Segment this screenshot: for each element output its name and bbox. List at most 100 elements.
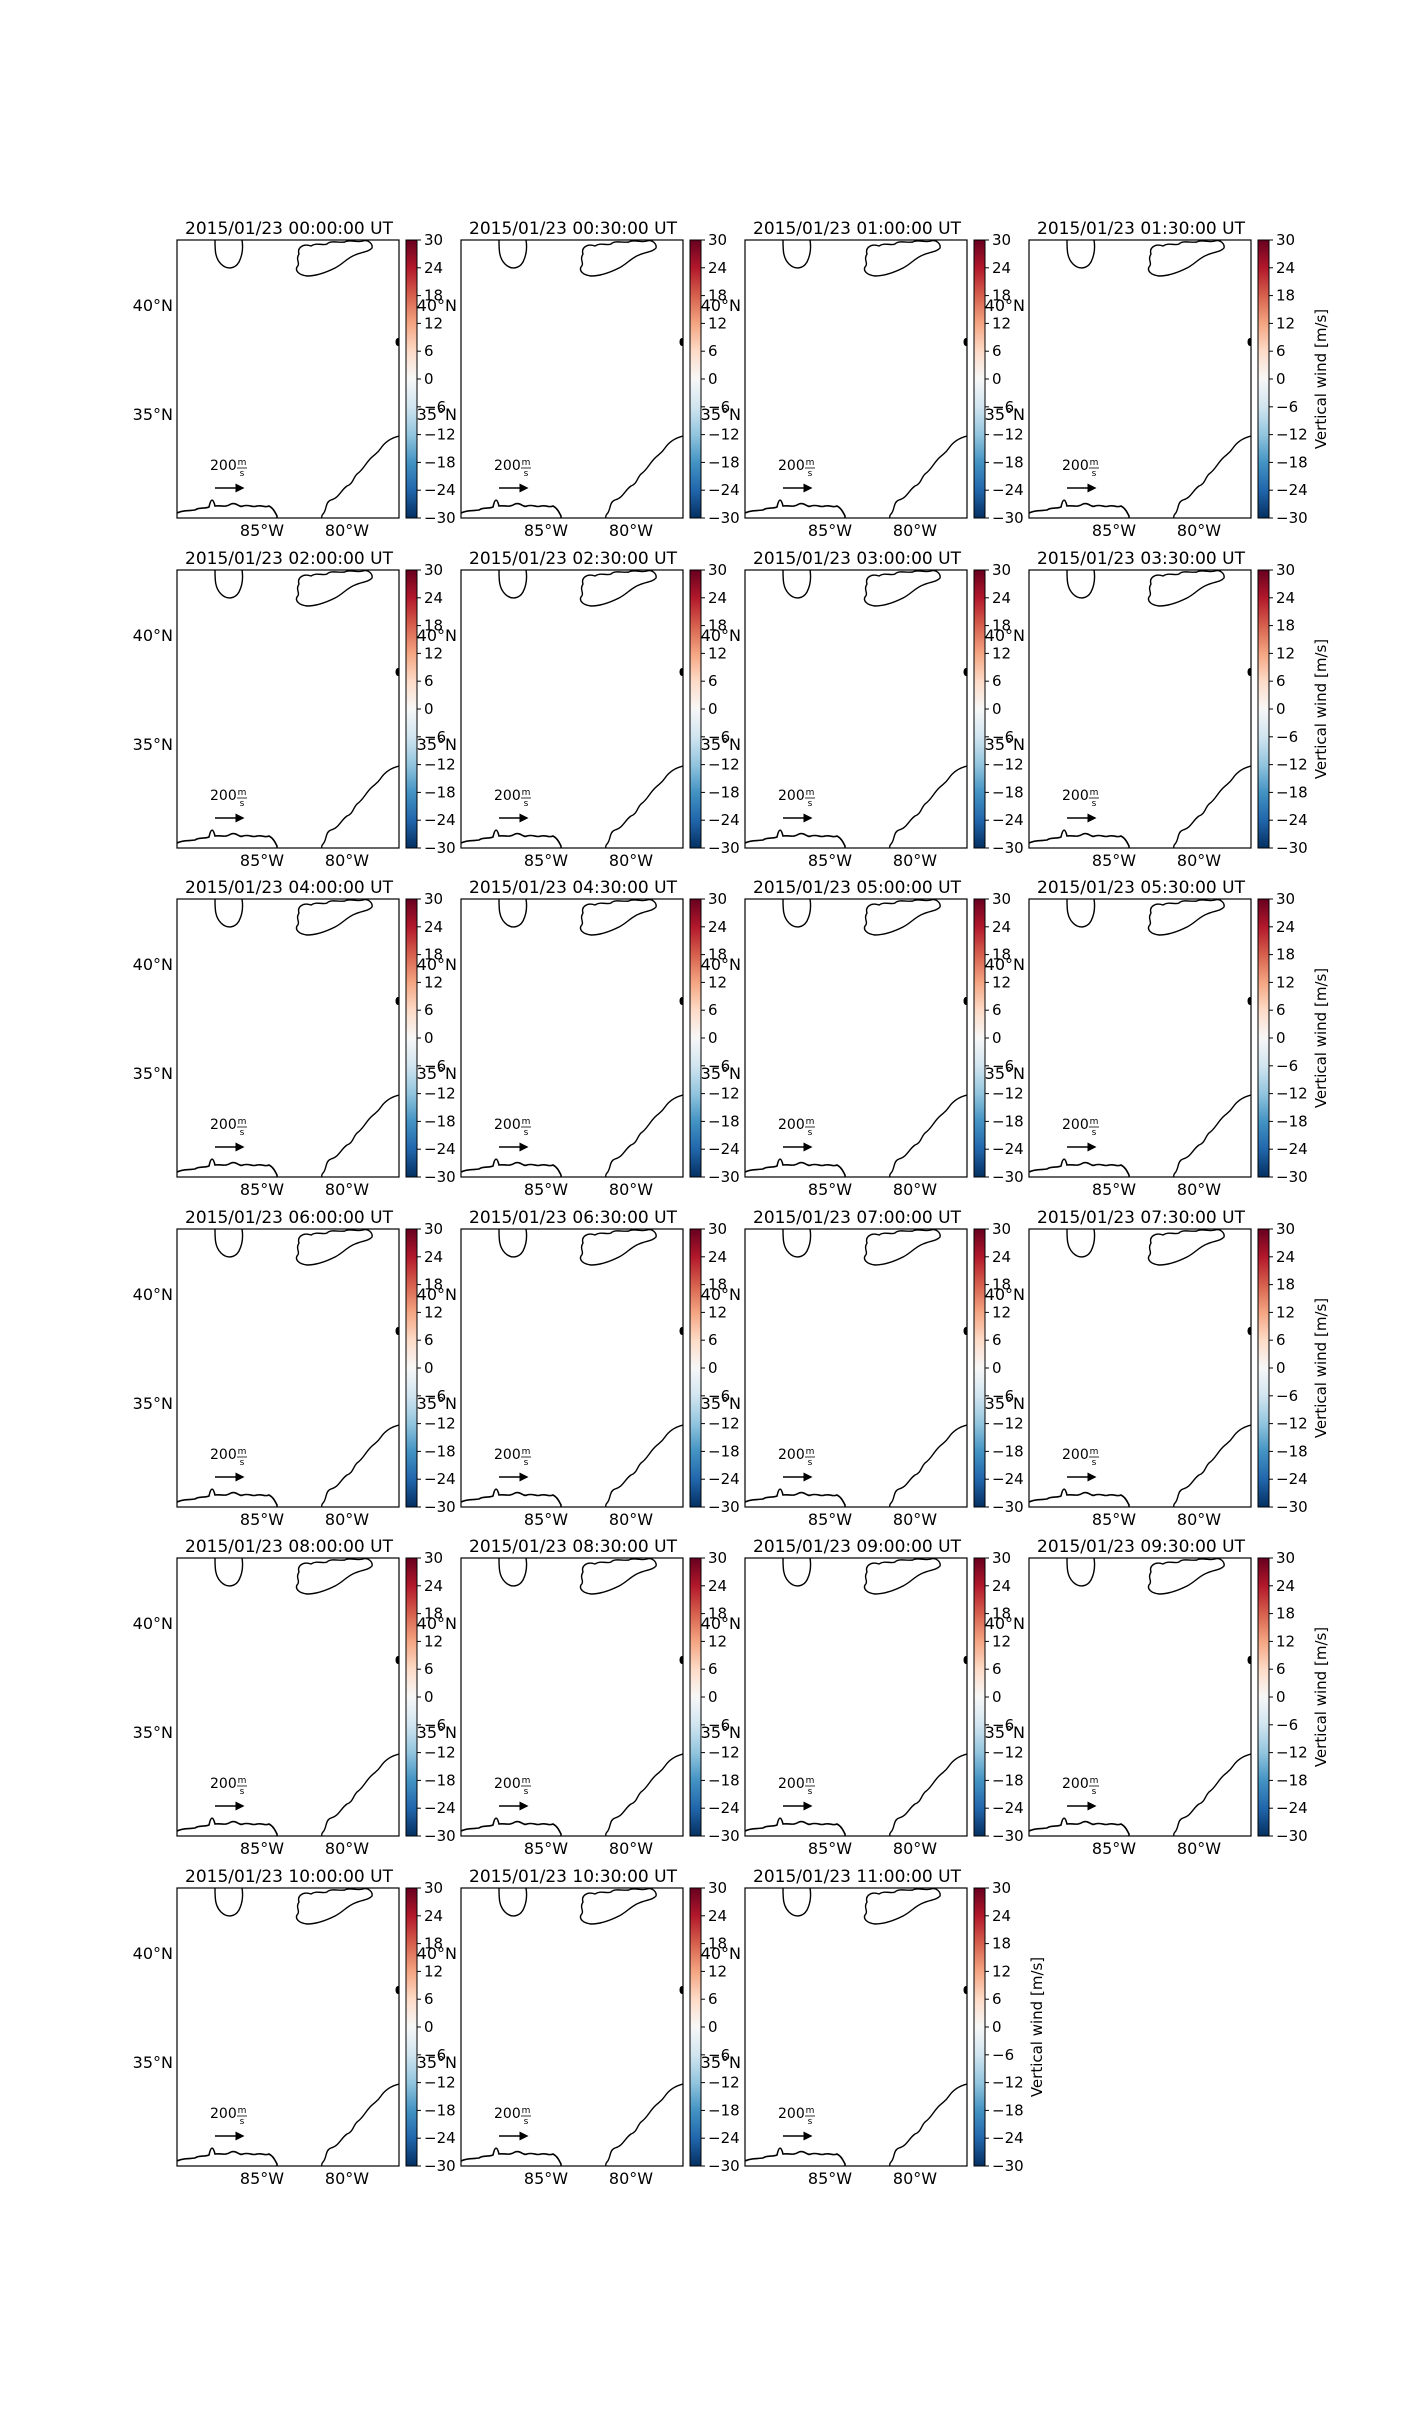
coastline-lake-erie — [579, 1888, 657, 1925]
colorbar — [973, 1887, 986, 2167]
lon-tick-label: 80°W — [893, 1839, 937, 1858]
lon-tick-label: 80°W — [1177, 1839, 1221, 1858]
map-frame — [1028, 1228, 1252, 1508]
coastline-lake-erie — [1147, 240, 1225, 277]
colorbar-tick-label: 0 — [1276, 1029, 1286, 1047]
map-background — [745, 570, 967, 848]
colorbar-tick-label: 18 — [708, 1605, 727, 1623]
colorbar-tick-label: 30 — [424, 890, 443, 908]
panel-title: 2015/01/23 00:30:00 UT — [469, 219, 678, 239]
lat-tick-label: 40°N — [701, 1944, 741, 1963]
coastline-lake-erie — [863, 1558, 941, 1595]
colorbar-tick-label: 30 — [992, 1549, 1011, 1567]
lat-tick-label: 35°N — [985, 1064, 1025, 1083]
coastline-lake-erie — [863, 1229, 941, 1266]
colorbar-tick-label: −18 — [1276, 453, 1308, 471]
map-background — [745, 240, 967, 518]
colorbar-tick-label: 12 — [708, 314, 727, 332]
colorbar-tick-label: 18 — [1276, 946, 1295, 964]
lon-tick-label: 80°W — [325, 521, 369, 540]
colorbar-tick-label: 0 — [992, 1359, 1002, 1377]
lon-tick-label: 80°W — [609, 2169, 653, 2188]
panel-title: 2015/01/23 05:00:00 UT — [753, 878, 962, 898]
colorbar-tick-label: 6 — [424, 1331, 434, 1349]
colorbar-tick-label: 0 — [1276, 1688, 1286, 1706]
colorbar-tick-label: 24 — [1276, 259, 1295, 277]
lon-tick-label: 80°W — [609, 851, 653, 870]
colorbar-tick-label: −24 — [708, 1140, 740, 1158]
lat-tick-label: 40°N — [985, 626, 1025, 645]
colorbar-tick-label: −24 — [708, 1799, 740, 1817]
colorbar-tick-label: 30 — [1276, 1549, 1295, 1567]
reference-arrow-label: 200 — [778, 2106, 805, 2122]
coastline-gulf — [1029, 1158, 1130, 1177]
coastline-lake-michigan — [782, 240, 812, 269]
panel-title: 2015/01/23 08:00:00 UT — [185, 1537, 394, 1557]
colorbar-tick-label: 6 — [1276, 1660, 1286, 1678]
colorbar — [1257, 569, 1270, 849]
reference-arrow-label: 200 — [778, 1117, 805, 1133]
colorbar-label: Vertical wind [m/s] — [1312, 1627, 1330, 1767]
colorbar-tick-label: −12 — [424, 756, 456, 774]
colorbar — [1257, 1557, 1270, 1837]
coastline-gulf — [461, 829, 562, 848]
lat-tick-label: 40°N — [985, 1614, 1025, 1633]
colorbar-tick-label: 0 — [424, 370, 434, 388]
lon-tick-label: 80°W — [325, 1510, 369, 1529]
coastline-fragment — [679, 1986, 683, 1994]
coastline-fragment — [963, 338, 967, 346]
colorbar-tick-label: 24 — [992, 589, 1011, 607]
map-frame — [176, 898, 400, 1178]
lon-tick-label: 80°W — [1177, 1510, 1221, 1529]
lat-tick-label: 35°N — [701, 405, 741, 424]
reference-arrow-unit-den: s — [1092, 1128, 1097, 1138]
colorbar-tick-label: −18 — [992, 1771, 1024, 1789]
coastline-lake-erie — [579, 1558, 657, 1595]
reference-arrow-label: 200 — [494, 1447, 521, 1463]
colorbar-tick-label: −18 — [424, 1442, 456, 1460]
coastline-lake-erie — [863, 240, 941, 277]
colorbar-tick-label: −30 — [992, 839, 1024, 857]
map-panel: 2015/01/23 04:30:00 UT 40°N 35°N 85°W 80°W 20… — [417, 878, 762, 1199]
colorbar-tick-label: −6 — [992, 2046, 1014, 2064]
colorbar-tick-label: 24 — [992, 1907, 1011, 1925]
colorbar — [405, 569, 418, 849]
map-frame — [744, 898, 968, 1178]
lon-tick-label: 80°W — [609, 1839, 653, 1858]
coastline-lake-michigan — [214, 899, 244, 928]
colorbar-tick-label: 0 — [424, 1688, 434, 1706]
colorbar-tick-label: 24 — [1276, 589, 1295, 607]
colorbar-tick-label: 24 — [708, 259, 727, 277]
map-background — [177, 1558, 399, 1836]
colorbar-tick-label: −30 — [708, 1827, 740, 1845]
reference-arrow-unit-den: s — [240, 469, 245, 479]
colorbar-tick-label: −30 — [992, 1168, 1024, 1186]
colorbar-tick-label: 24 — [992, 918, 1011, 936]
lon-tick-label: 85°W — [524, 521, 568, 540]
colorbar-tick-label: −18 — [708, 1112, 740, 1130]
colorbar-tick-label: 18 — [1276, 617, 1295, 635]
colorbar-tick-label: 18 — [424, 946, 443, 964]
map-panel: 2015/01/23 06:00:00 UT 40°N 35°N 85°W 80°W 20… — [133, 1208, 478, 1529]
reference-arrow-unit-num: m — [806, 1117, 815, 1127]
lat-tick-label: 35°N — [417, 735, 457, 754]
coastline-lake-erie — [295, 1558, 373, 1595]
colorbar-tick-label: −12 — [708, 426, 740, 444]
colorbar-label: Vertical wind [m/s] — [1028, 1957, 1046, 2097]
reference-arrow-label: 200 — [210, 788, 237, 804]
map-background — [461, 899, 683, 1177]
reference-arrow-unit-den: s — [240, 799, 245, 809]
coastline-lake-erie — [1147, 570, 1225, 607]
lon-tick-label: 80°W — [893, 2169, 937, 2188]
map-panel: 2015/01/23 02:00:00 UT 40°N 35°N 85°W 80°W 20… — [133, 549, 478, 870]
coastline-atlantic — [889, 765, 967, 848]
colorbar-tick-label: −30 — [992, 1498, 1024, 1516]
colorbar-tick-label: 6 — [992, 1331, 1002, 1349]
lat-tick-label: 35°N — [985, 735, 1025, 754]
lon-tick-label: 80°W — [893, 1510, 937, 1529]
lat-tick-label: 40°N — [417, 1614, 457, 1633]
colorbar-tick-label: −6 — [1276, 1387, 1298, 1405]
panel-title: 2015/01/23 11:00:00 UT — [753, 1867, 962, 1887]
reference-arrow-unit-num: m — [238, 2106, 247, 2116]
colorbar-tick-label: 12 — [992, 1303, 1011, 1321]
